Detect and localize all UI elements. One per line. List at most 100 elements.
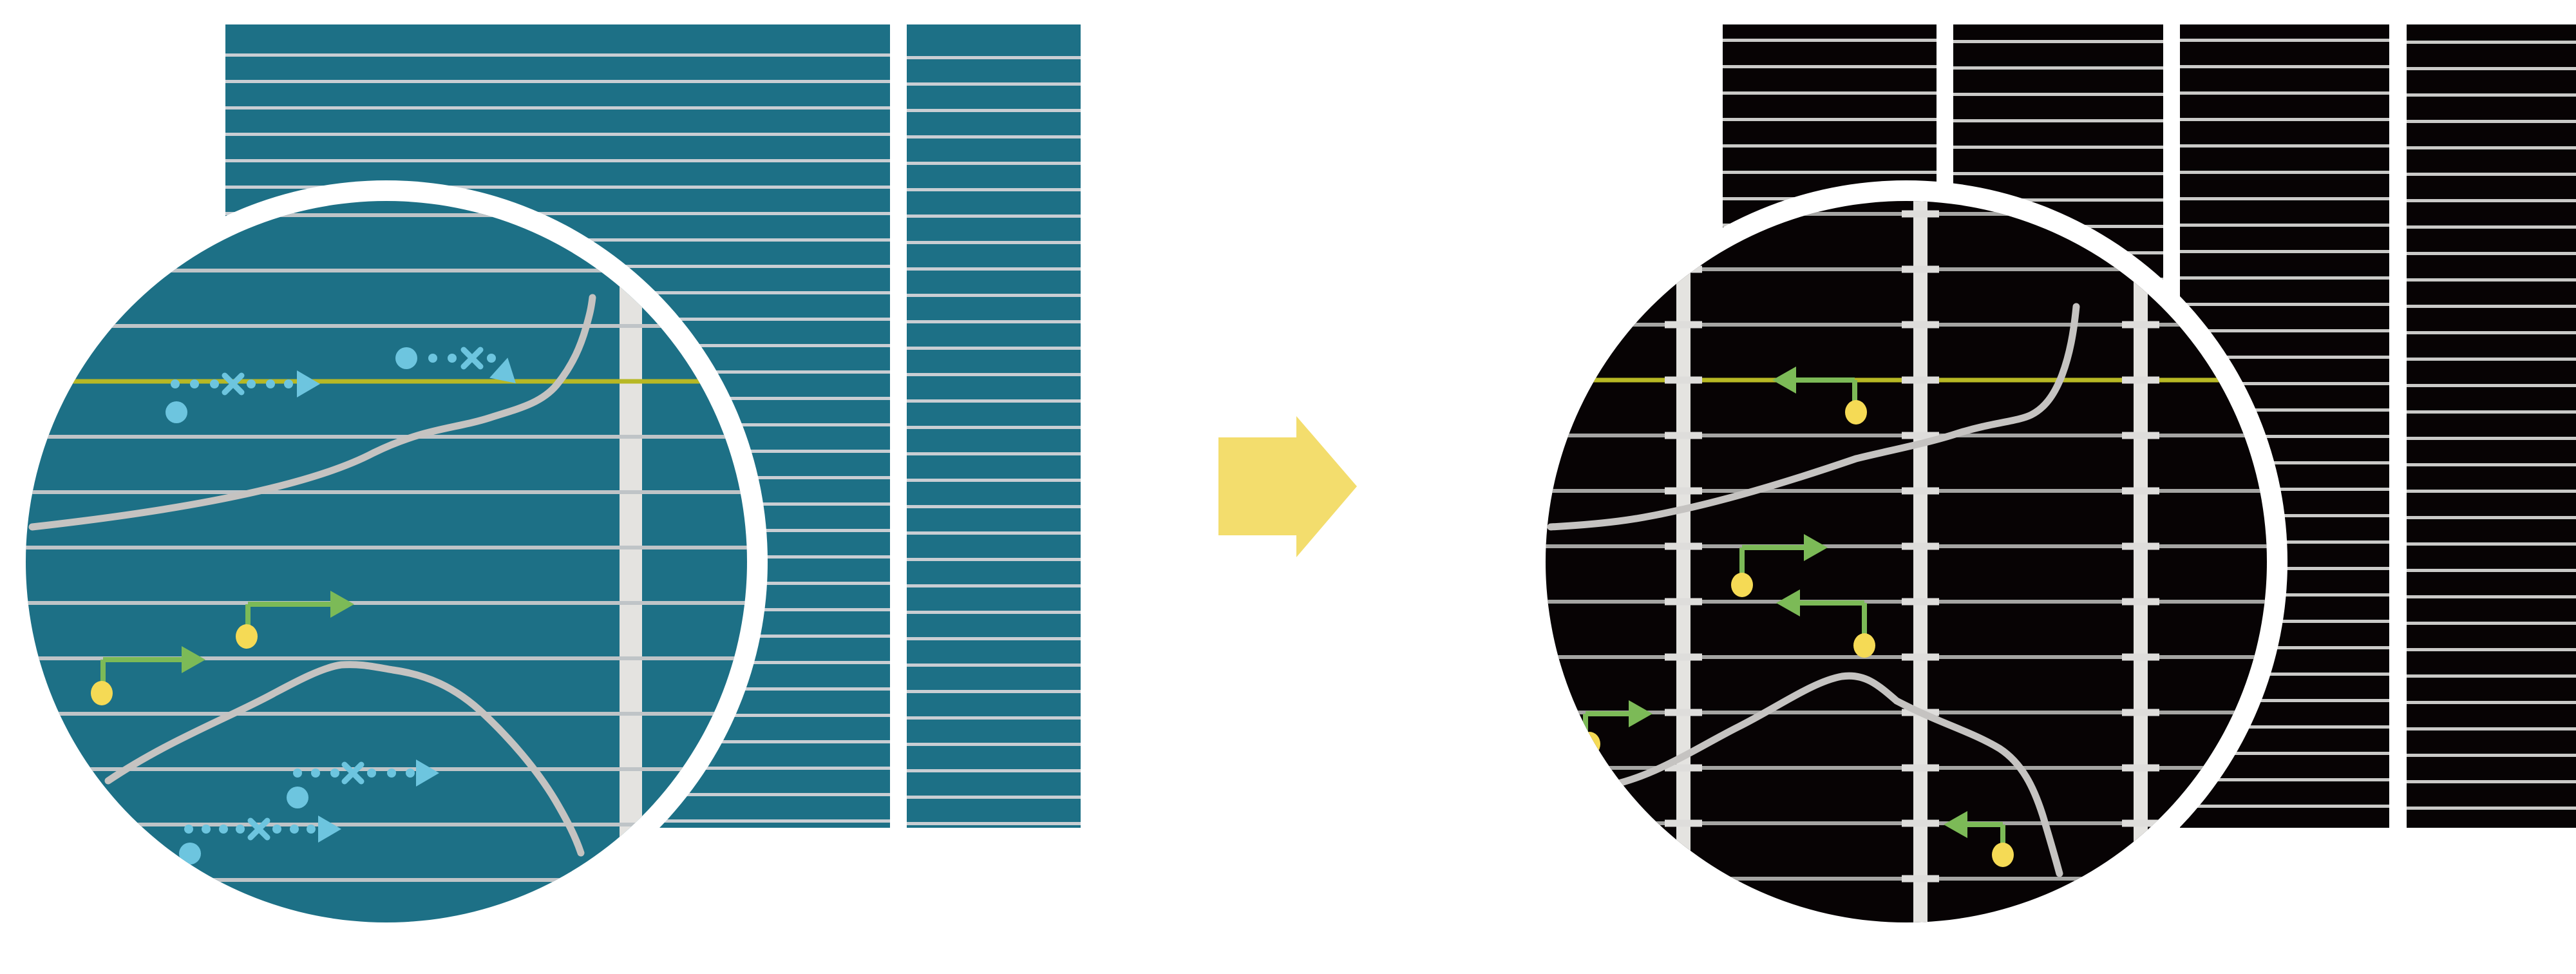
hole-icon	[1731, 573, 1753, 597]
path-dot	[219, 825, 228, 834]
grain-boundary-line	[28, 294, 596, 531]
finger-line	[2407, 120, 2576, 123]
busbar-pad	[1665, 764, 1702, 772]
magnified-finger-line	[26, 546, 747, 549]
electron-icon	[166, 401, 187, 423]
finger-line	[1953, 172, 2163, 175]
finger-line	[2407, 384, 2576, 387]
finger-line	[2407, 595, 2576, 598]
finger-line	[2180, 171, 2389, 174]
hole-collection-arrow	[1944, 811, 2014, 867]
magnifier-multibusbar-cell-content	[1546, 201, 2267, 922]
conventional-cell-panel-column-2	[907, 24, 1081, 828]
finger-line	[907, 796, 1081, 799]
finger-line	[2180, 752, 2389, 755]
hole-icon	[1992, 843, 2014, 867]
finger-line	[907, 56, 1081, 59]
path-dot	[171, 379, 180, 388]
path-dot	[448, 354, 457, 363]
finger-line	[907, 611, 1081, 614]
finger-line	[2407, 252, 2576, 255]
finger-line	[2407, 780, 2576, 783]
finger-line	[907, 267, 1081, 271]
finger-line	[907, 822, 1081, 825]
busbar-wire	[1913, 201, 1927, 922]
path-dot	[307, 825, 316, 834]
busbar-pad	[1665, 819, 1702, 827]
green-arrowhead-icon	[1944, 811, 1967, 838]
busbar-pad	[2122, 542, 2159, 550]
hole-collection-arrow	[91, 646, 205, 705]
electron-drift-path	[287, 759, 439, 808]
finger-line	[2407, 225, 2576, 229]
finger-line	[2407, 331, 2576, 334]
finger-line	[2180, 725, 2389, 729]
magnifier-conventional-cell	[5, 180, 768, 943]
finger-line	[2407, 173, 2576, 176]
finger-line	[907, 584, 1081, 587]
finger-line	[2180, 118, 2389, 121]
busbar-pad	[1665, 321, 1702, 329]
magnified-finger-line	[26, 435, 747, 439]
busbar-pad	[2122, 598, 2159, 606]
finger-line	[907, 188, 1081, 191]
finger-line	[2407, 674, 2576, 678]
busbar-pad	[1902, 653, 1939, 661]
finger-line	[907, 769, 1081, 772]
finger-line	[2180, 805, 2389, 808]
finger-line	[907, 531, 1081, 535]
busbar-pad	[1665, 487, 1702, 495]
finger-line	[225, 133, 890, 136]
busbar-pad	[1902, 598, 1939, 606]
finger-line	[2180, 303, 2389, 306]
finger-line	[2407, 516, 2576, 519]
recombination-x-icon	[247, 817, 270, 841]
busbar-pad	[1902, 432, 1939, 439]
finger-line	[907, 637, 1081, 640]
magnified-finger-line	[26, 269, 747, 272]
electron-arrowhead-icon	[318, 816, 341, 843]
electron-arrowhead-icon	[297, 370, 320, 397]
magnified-finger-line	[26, 823, 747, 826]
path-dot	[290, 825, 299, 834]
highlighted-finger-line	[26, 379, 747, 384]
finger-line	[2180, 329, 2389, 332]
finger-line	[2407, 727, 2576, 730]
green-arrowhead-icon	[330, 591, 354, 618]
green-arrowhead-icon	[1772, 367, 1796, 394]
magnified-finger-line	[26, 878, 747, 882]
busbar-strip	[620, 201, 642, 922]
hole-collection-arrow	[236, 591, 354, 649]
hole-icon	[1845, 400, 1867, 425]
hole-collection-arrow	[1731, 534, 1828, 597]
busbar-pad	[1665, 709, 1702, 716]
finger-line	[1953, 66, 2163, 70]
magnified-finger-line	[26, 490, 747, 494]
electron-drift-path	[166, 370, 320, 423]
busbar-pad	[1665, 598, 1702, 606]
multibusbar-cell-panel-column-4	[2407, 24, 2576, 828]
finger-line	[1723, 91, 1937, 95]
magnifier-multibusbar-cell	[1525, 180, 2287, 943]
hole-icon	[236, 624, 258, 649]
finger-line	[2407, 278, 2576, 282]
magnified-finger-line	[26, 601, 747, 605]
finger-line	[2180, 461, 2389, 464]
path-dot	[236, 825, 245, 834]
hole-icon	[1853, 633, 1875, 658]
hole-collection-arrow	[1772, 367, 1867, 425]
finger-line	[907, 479, 1081, 482]
electron-arrowhead-icon	[489, 358, 516, 383]
finger-line	[1723, 65, 1937, 68]
electron-drift-path	[395, 347, 516, 383]
finger-line	[2180, 144, 2389, 148]
recombination-x-icon	[341, 761, 365, 785]
path-dot	[330, 769, 339, 778]
path-dot	[428, 354, 437, 363]
finger-line	[907, 690, 1081, 693]
finger-line	[2180, 276, 2389, 280]
finger-line	[2407, 754, 2576, 757]
finger-line	[907, 241, 1081, 244]
electron-icon	[179, 843, 201, 864]
